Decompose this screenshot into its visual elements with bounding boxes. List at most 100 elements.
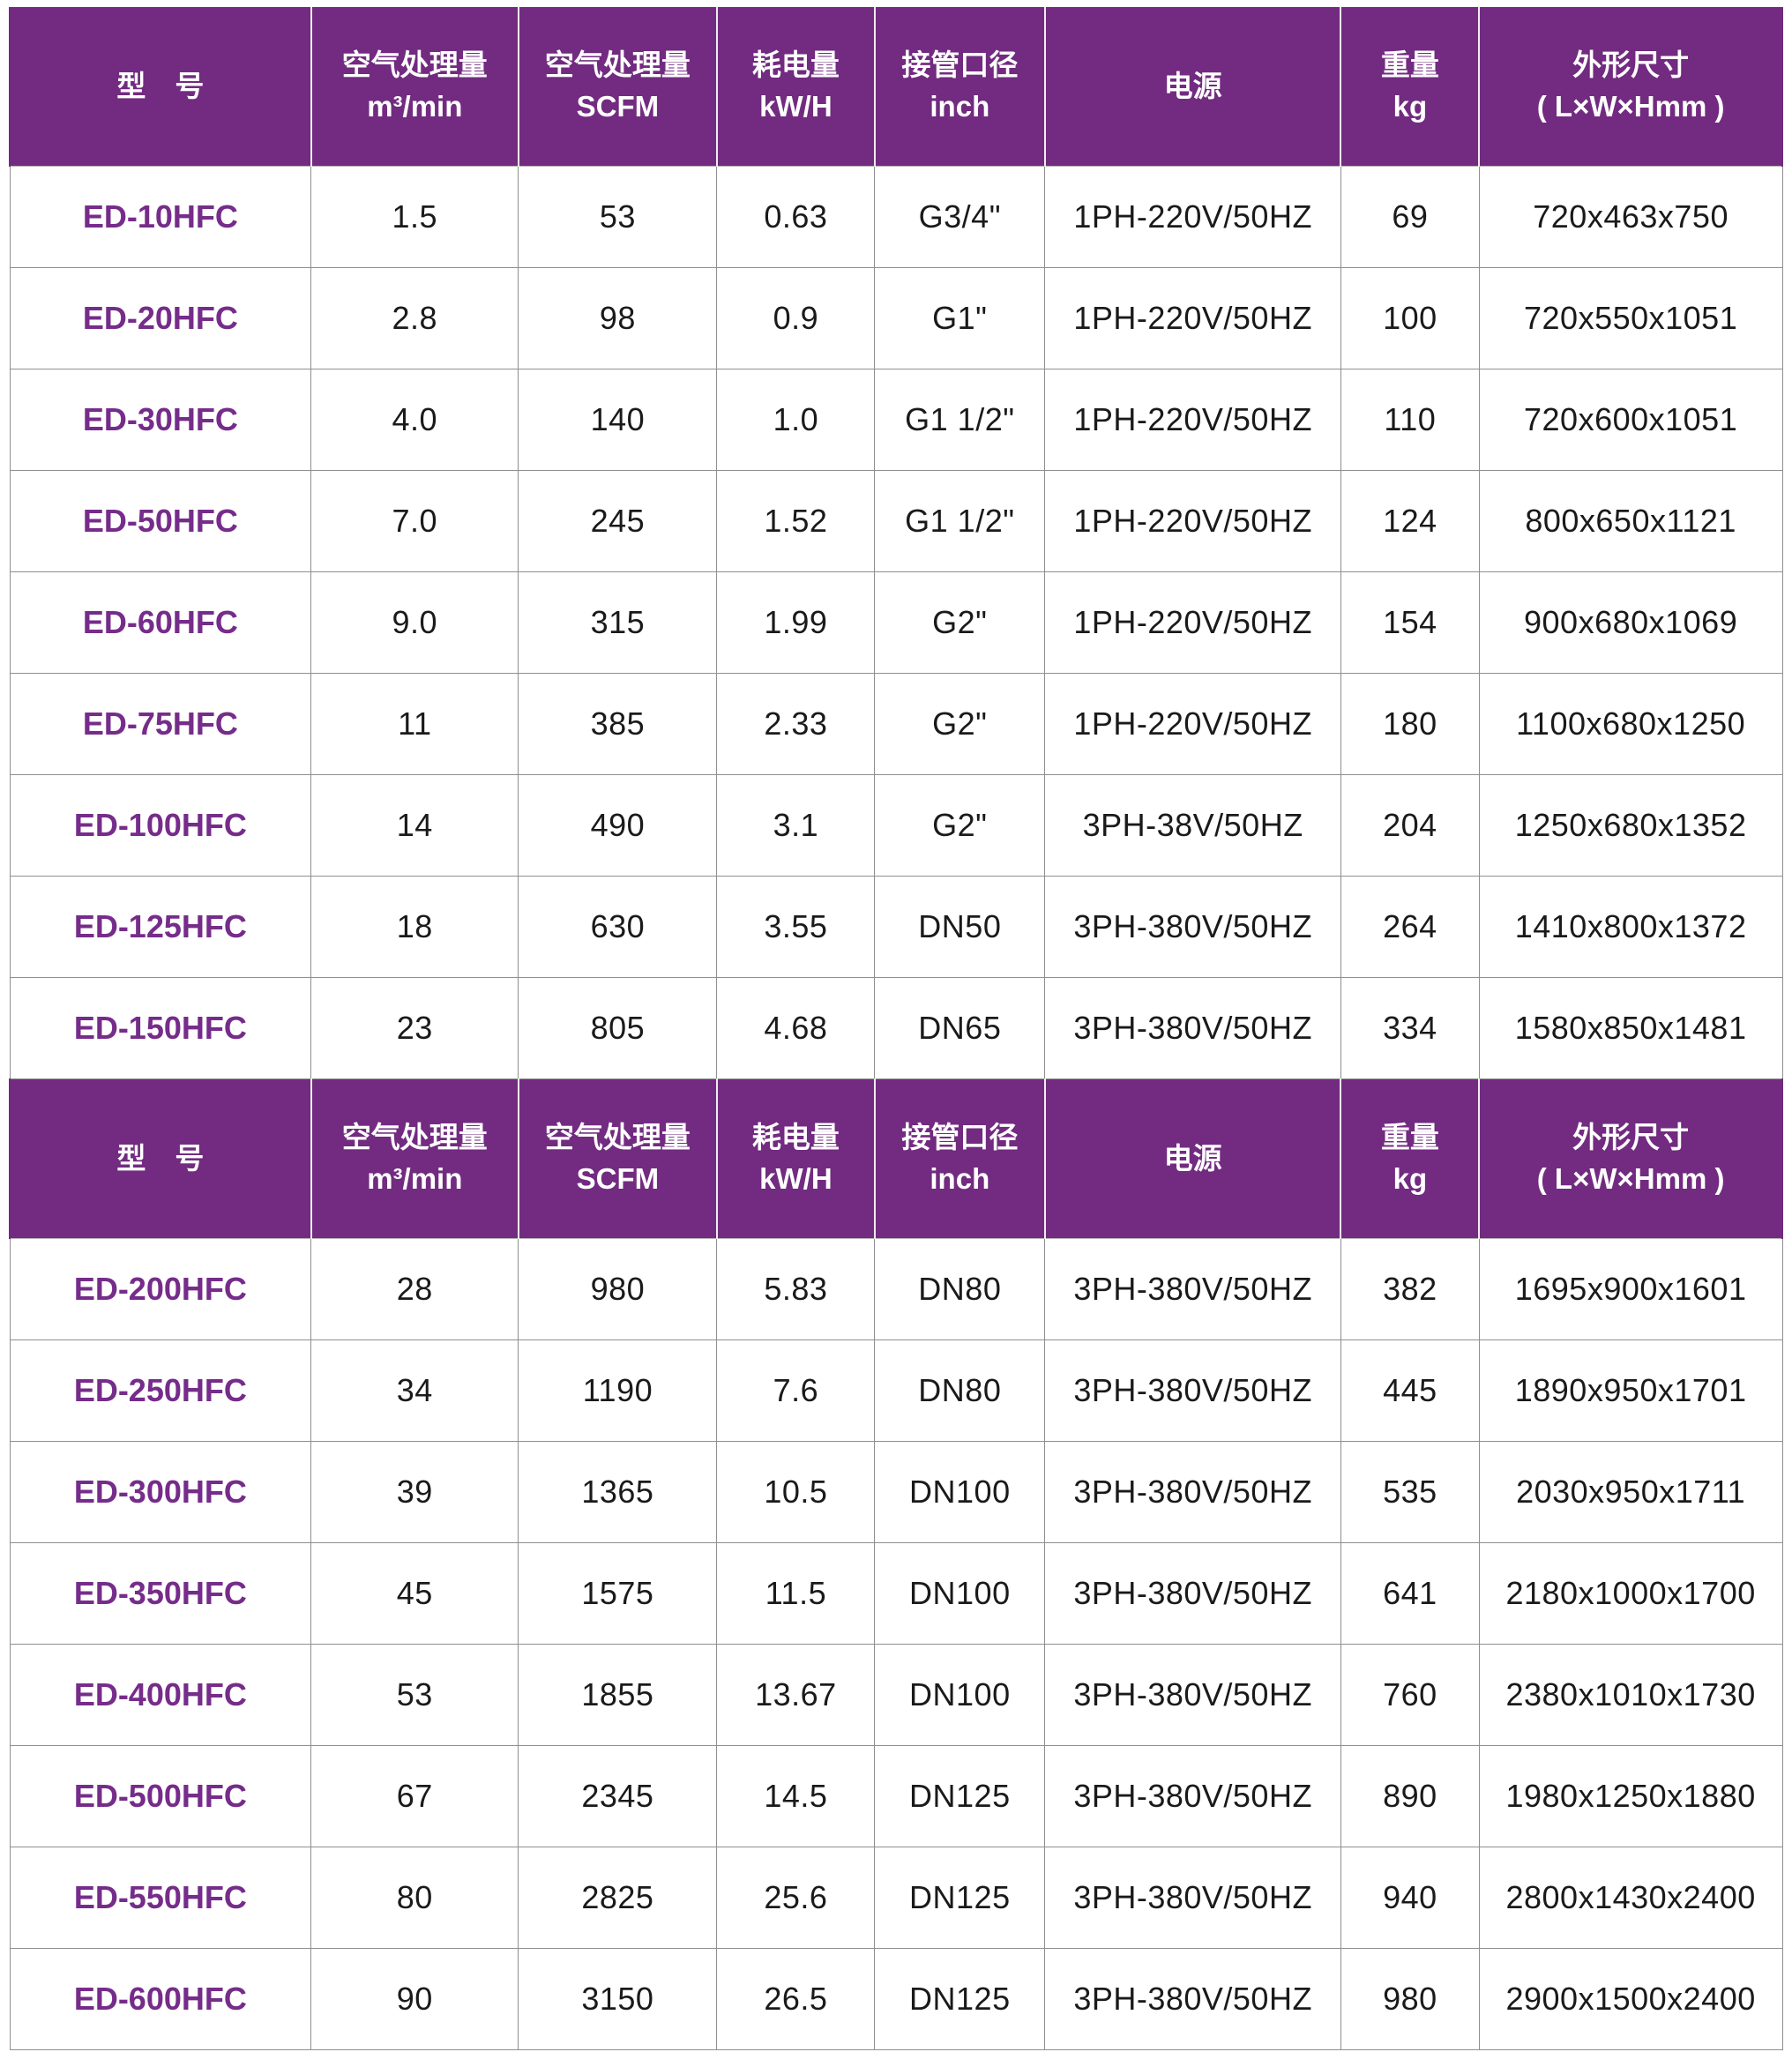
table-row: ED-125HFC 18 630 3.55 DN50 3PH-380V/50HZ 264 14… — [9, 876, 1783, 978]
header-cell-dimensions: 外形尺寸 ( L×W×Hmm ) — [1478, 7, 1783, 167]
header-label: m³/min — [367, 1162, 463, 1195]
cell-power-consumption: 2.33 — [716, 673, 876, 775]
header-label: 重量 — [1380, 1121, 1439, 1154]
cell-power-consumption: 1.0 — [716, 369, 876, 471]
cell-power-supply: 1PH-220V/50HZ — [1044, 267, 1341, 369]
cell-air-flow-scfm: 140 — [518, 369, 718, 471]
header-label: inch — [930, 90, 990, 123]
cell-pipe-diameter: G1 1/2" — [874, 470, 1046, 572]
header-label: inch — [930, 1162, 990, 1195]
header-cell-weight: 重量 kg — [1340, 1078, 1481, 1239]
table-row: ED-300HFC 39 1365 10.5 DN100 3PH-380V/50HZ 535… — [9, 1441, 1783, 1543]
header-label: 接管口径 — [901, 1121, 1019, 1154]
header-label: SCFM — [576, 90, 660, 123]
cell-air-flow-scfm: 1190 — [518, 1339, 718, 1442]
cell-weight: 890 — [1340, 1745, 1480, 1847]
cell-power-consumption: 1.52 — [716, 470, 876, 572]
header-row: 型 号 空气处理量 m³/min 空气处理量 SCFM 耗电量 kW/H 接管口径 inch 电源… — [9, 1078, 1783, 1239]
cell-power-consumption: 11.5 — [716, 1542, 876, 1645]
cell-power-consumption: 3.55 — [716, 876, 876, 978]
header-label: kW/H — [759, 1162, 833, 1195]
cell-pipe-diameter: G2" — [874, 673, 1046, 775]
header-label: 重量 — [1380, 49, 1439, 82]
cell-weight: 940 — [1340, 1847, 1480, 1949]
cell-power-supply: 3PH-38V/50HZ — [1044, 774, 1341, 877]
table-row: ED-200HFC 28 980 5.83 DN80 3PH-380V/50HZ 382 16… — [9, 1238, 1783, 1340]
cell-weight: 124 — [1340, 470, 1480, 572]
cell-air-flow-scfm: 805 — [518, 977, 718, 1079]
table-row: ED-250HFC 34 1190 7.6 DN80 3PH-380V/50HZ 445 18… — [9, 1339, 1783, 1442]
spec-table-container: 型 号空气处理量 m³/min 空气处理量 SCFM 耗电量 kW/H 接管口径 inch 电源… — [9, 7, 1783, 2050]
cell-power-supply: 3PH-380V/50HZ — [1044, 977, 1341, 1079]
cell-air-flow-scfm: 1575 — [518, 1542, 718, 1645]
cell-weight: 760 — [1340, 1644, 1480, 1746]
cell-dimensions: 1980x1250x1880 — [1478, 1745, 1783, 1847]
cell-power-supply: 3PH-380V/50HZ — [1044, 1339, 1341, 1442]
cell-air-flow-m3min: 23 — [310, 977, 519, 1079]
cell-weight: 180 — [1340, 673, 1480, 775]
cell-weight: 110 — [1340, 369, 1480, 471]
cell-air-flow-scfm: 1365 — [518, 1441, 718, 1543]
cell-power-supply: 1PH-220V/50HZ — [1044, 571, 1341, 674]
header-cell-power-consumption: 耗电量 kW/H — [715, 1078, 876, 1239]
table-row: ED-150HFC 23 805 4.68 DN65 3PH-380V/50HZ 334 15… — [9, 977, 1783, 1079]
model-cell: ED-150HFC — [9, 977, 312, 1079]
cell-power-consumption: 25.6 — [716, 1847, 876, 1949]
cell-power-consumption: 5.83 — [716, 1238, 876, 1340]
cell-pipe-diameter: DN80 — [874, 1339, 1046, 1442]
header-label: 电源 — [1163, 69, 1222, 102]
cell-weight: 980 — [1340, 1948, 1480, 2050]
cell-power-consumption: 10.5 — [716, 1441, 876, 1543]
cell-air-flow-scfm: 630 — [518, 876, 718, 978]
header-cell-weight: 重量 kg — [1340, 7, 1481, 167]
cell-pipe-diameter: DN65 — [874, 977, 1046, 1079]
spec-table: 型 号空气处理量 m³/min 空气处理量 SCFM 耗电量 kW/H 接管口径 inch 电源… — [9, 7, 1783, 2050]
cell-dimensions: 1250x680x1352 — [1478, 774, 1783, 877]
header-cell-power-consumption: 耗电量 kW/H — [715, 7, 876, 167]
cell-air-flow-m3min: 28 — [310, 1238, 519, 1340]
cell-power-supply: 3PH-380V/50HZ — [1044, 1238, 1341, 1340]
header-cell-air-flow-scfm: 空气处理量 SCFM — [517, 7, 718, 167]
model-cell: ED-125HFC — [9, 876, 312, 978]
cell-air-flow-m3min: 11 — [310, 673, 519, 775]
table-row: ED-20HFC 2.8 98 0.9 G1" 1PH-220V/50HZ 100 720x5… — [9, 267, 1783, 369]
header-label: ( L×W×Hmm ) — [1536, 90, 1725, 123]
header-cell-power-supply: 电源 — [1043, 1078, 1342, 1239]
cell-air-flow-m3min: 53 — [310, 1644, 519, 1746]
cell-dimensions: 2900x1500x2400 — [1478, 1948, 1783, 2050]
cell-air-flow-scfm: 3150 — [518, 1948, 718, 2050]
header-cell-air-flow-m3min: 空气处理量 m³/min — [310, 7, 519, 167]
cell-air-flow-m3min: 90 — [310, 1948, 519, 2050]
cell-weight: 264 — [1340, 876, 1480, 978]
model-cell: ED-10HFC — [9, 166, 312, 268]
header-label: 耗电量 — [751, 1121, 840, 1154]
cell-dimensions: 1100x680x1250 — [1478, 673, 1783, 775]
cell-power-supply: 1PH-220V/50HZ — [1044, 470, 1341, 572]
cell-air-flow-scfm: 980 — [518, 1238, 718, 1340]
cell-weight: 334 — [1340, 977, 1480, 1079]
cell-pipe-diameter: G2" — [874, 571, 1046, 674]
cell-pipe-diameter: DN80 — [874, 1238, 1046, 1340]
cell-air-flow-scfm: 245 — [518, 470, 718, 572]
model-cell: ED-30HFC — [9, 369, 312, 471]
cell-air-flow-scfm: 315 — [518, 571, 718, 674]
cell-air-flow-scfm: 98 — [518, 267, 718, 369]
cell-dimensions: 1695x900x1601 — [1478, 1238, 1783, 1340]
cell-pipe-diameter: DN125 — [874, 1745, 1046, 1847]
header-label: kg — [1393, 90, 1428, 123]
table-row: ED-100HFC 14 490 3.1 G2" 3PH-38V/50HZ 204 1250x… — [9, 774, 1783, 877]
cell-dimensions: 2800x1430x2400 — [1478, 1847, 1783, 1949]
model-cell: ED-100HFC — [9, 774, 312, 877]
header-label: SCFM — [576, 1162, 660, 1195]
header-cell-air-flow-scfm: 空气处理量 SCFM — [517, 1078, 718, 1239]
cell-power-supply: 3PH-380V/50HZ — [1044, 1948, 1341, 2050]
table-row: ED-600HFC 90 3150 26.5 DN125 3PH-380V/50HZ 980… — [9, 1948, 1783, 2050]
table-row: ED-400HFC 53 1855 13.67 DN100 3PH-380V/50HZ 76… — [9, 1644, 1783, 1746]
header-cell-pipe-diameter: 接管口径 inch — [873, 7, 1046, 167]
cell-power-consumption: 0.63 — [716, 166, 876, 268]
cell-power-supply: 3PH-380V/50HZ — [1044, 876, 1341, 978]
cell-power-supply: 1PH-220V/50HZ — [1044, 369, 1341, 471]
table-row: ED-350HFC 45 1575 11.5 DN100 3PH-380V/50HZ 641… — [9, 1542, 1783, 1645]
model-cell: ED-75HFC — [9, 673, 312, 775]
header-label: 型 号 — [116, 69, 205, 102]
